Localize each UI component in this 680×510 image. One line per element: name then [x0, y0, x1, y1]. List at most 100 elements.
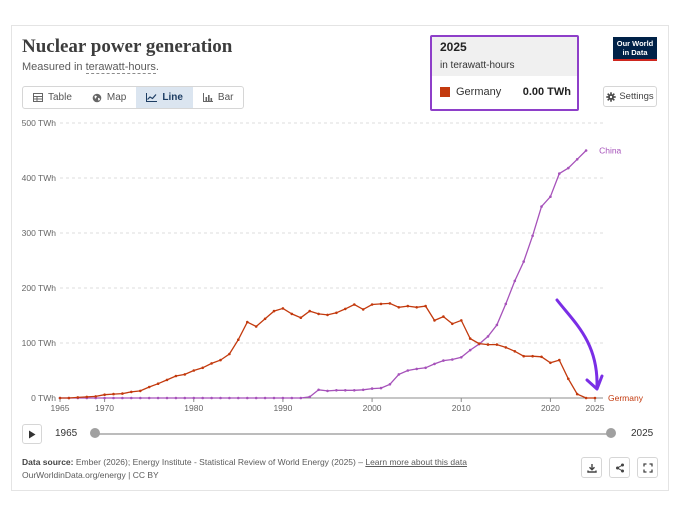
data-point-germany: [575, 392, 579, 396]
data-point-china: [424, 366, 427, 370]
data-point-germany: [183, 373, 187, 376]
tab-table-label: Table: [48, 92, 72, 103]
data-point-china: [156, 396, 160, 400]
tooltip-year: 2025: [440, 40, 467, 54]
data-point-germany: [112, 392, 115, 396]
tooltip-country: Germany: [456, 86, 502, 98]
data-point-germany: [299, 316, 303, 320]
data-point-germany: [308, 309, 312, 313]
data-point-china: [201, 396, 204, 400]
tab-map[interactable]: Map: [82, 87, 136, 108]
data-point-germany: [156, 382, 160, 386]
data-point-china: [147, 396, 151, 400]
timeline-end-handle[interactable]: [606, 428, 616, 438]
data-point-germany: [388, 302, 392, 305]
data-point-germany: [504, 346, 508, 349]
data-point-china: [344, 389, 347, 392]
data-point-germany: [201, 366, 204, 370]
tab-bar-label: Bar: [217, 92, 234, 103]
x-tick-label: 2010: [452, 403, 471, 413]
data-point-china: [210, 396, 213, 400]
data-point-germany: [219, 358, 222, 362]
data-point-china: [281, 396, 285, 400]
learn-more-link[interactable]: Learn more about this data: [365, 457, 467, 467]
data-point-germany: [174, 374, 178, 378]
download-button[interactable]: [581, 457, 602, 478]
subtitle-prefix: Measured in: [22, 61, 86, 73]
data-point-germany: [477, 342, 481, 345]
timeline-start-handle[interactable]: [90, 428, 100, 438]
data-point-china: [326, 389, 329, 393]
data-point-germany: [103, 393, 106, 397]
data-point-germany: [361, 308, 365, 311]
y-tick-label: 100 TWh: [22, 338, 57, 348]
annotation-arrowhead: [585, 374, 604, 391]
data-point-china: [219, 396, 222, 400]
data-point-germany: [139, 389, 142, 393]
data-point-china: [567, 166, 570, 170]
data-point-germany: [567, 377, 570, 381]
data-point-germany: [549, 361, 552, 365]
series-label-germany: Germany: [608, 393, 644, 403]
x-tick-label: 1980: [184, 403, 203, 413]
data-point-germany: [397, 306, 401, 309]
gear-icon: [606, 91, 617, 102]
source-label: Data source:: [22, 457, 74, 467]
hover-tooltip: 2025 in terawatt-hours Germany 0.00 TWh: [430, 35, 579, 111]
data-point-china: [460, 356, 463, 359]
data-point-germany: [522, 354, 525, 358]
data-point-germany: [130, 390, 133, 394]
data-point-germany: [593, 396, 597, 400]
timeline-slider[interactable]: [90, 428, 616, 438]
data-point-china: [228, 396, 231, 400]
data-point-germany: [165, 378, 169, 382]
data-point-germany: [353, 303, 356, 306]
data-point-germany: [468, 337, 472, 340]
x-tick-label: 1990: [273, 403, 292, 413]
bar-chart-icon: [202, 93, 213, 102]
timeline-end-label: 2025: [631, 428, 654, 439]
owid-logo[interactable]: Our World in Data: [613, 37, 657, 61]
play-icon: [29, 430, 36, 438]
data-point-china: [192, 396, 196, 400]
x-tick-label: 1965: [51, 403, 70, 413]
data-point-germany: [370, 303, 374, 306]
data-point-china: [290, 396, 294, 400]
data-point-germany: [451, 322, 454, 326]
share-button[interactable]: [609, 457, 630, 478]
data-point-china: [139, 396, 142, 400]
data-point-germany: [147, 385, 151, 389]
data-point-china: [575, 158, 579, 161]
data-point-germany: [513, 350, 517, 353]
settings-button[interactable]: Settings: [603, 86, 657, 107]
tab-line[interactable]: Line: [136, 87, 193, 108]
fullscreen-button[interactable]: [637, 457, 658, 478]
data-point-china: [415, 367, 419, 371]
tooltip-unit: in terawatt-hours: [440, 60, 515, 71]
data-point-germany: [67, 396, 71, 400]
data-point-germany: [317, 312, 320, 316]
data-point-china: [504, 302, 508, 306]
data-point-china: [379, 386, 383, 390]
logo-line-1: Our World: [616, 39, 654, 48]
page-title: Nuclear power generation: [22, 36, 233, 57]
line-chart-icon: [146, 93, 158, 102]
data-point-germany: [237, 338, 240, 342]
data-point-germany: [379, 302, 383, 306]
x-tick-label: 2000: [363, 403, 382, 413]
data-point-china: [272, 396, 276, 400]
data-point-china: [353, 389, 356, 392]
data-point-china: [495, 323, 499, 327]
tab-table[interactable]: Table: [23, 87, 82, 108]
y-tick-label: 300 TWh: [22, 228, 57, 238]
play-button[interactable]: [22, 424, 42, 444]
data-point-germany: [424, 304, 427, 308]
germany-swatch: [440, 87, 450, 97]
data-point-china: [130, 396, 133, 400]
unit-link[interactable]: terawatt-hours: [85, 61, 156, 74]
tab-map-label: Map: [106, 92, 127, 103]
data-point-china: [237, 396, 240, 400]
tab-bar[interactable]: Bar: [193, 87, 244, 108]
data-point-china: [406, 369, 410, 372]
table-icon: [33, 93, 43, 102]
